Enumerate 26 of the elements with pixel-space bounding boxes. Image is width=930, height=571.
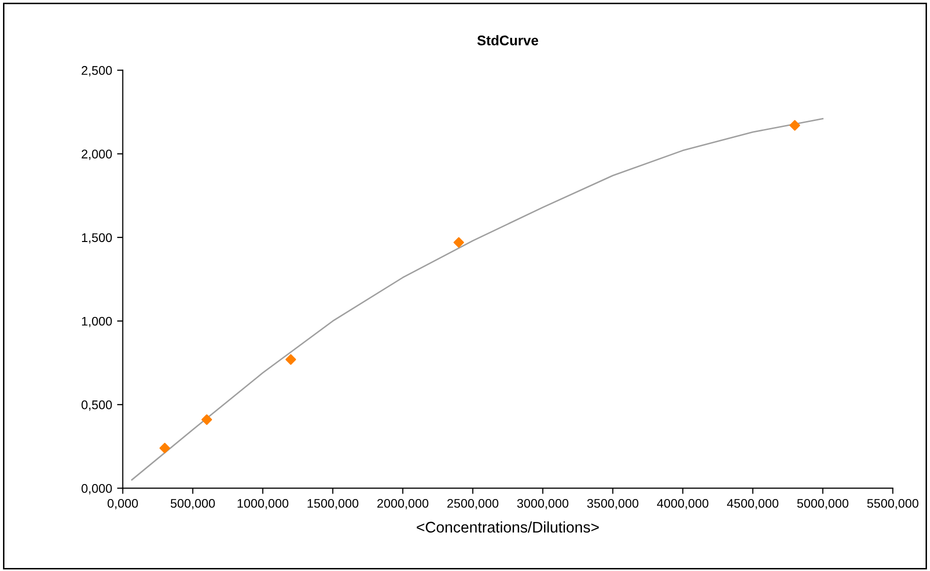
- x-tick-label: 3500,000: [587, 498, 638, 510]
- x-tick-label: 4500,000: [727, 498, 778, 510]
- x-tick-label: 2000,000: [377, 498, 428, 510]
- x-tick-label: 1500,000: [308, 498, 358, 510]
- x-tick-label: 1000,000: [238, 498, 288, 510]
- line-series: [131, 118, 824, 481]
- x-axis-title: <Concentrations/Dilutions>: [416, 521, 599, 533]
- x-tick-label: 5500,000: [867, 498, 918, 510]
- point: [789, 120, 800, 131]
- x-tick-label: 2500,000: [447, 498, 498, 510]
- y-tick-label: 0,500: [82, 400, 112, 411]
- point: [159, 442, 170, 454]
- y-tick-label: 2,000: [82, 150, 112, 160]
- point: [453, 237, 464, 248]
- y-tick-label: 2,500: [82, 66, 112, 76]
- chart-title: StdCurve: [477, 35, 538, 46]
- x-tick-label: 5000,000: [797, 498, 848, 510]
- x-tick-label: 3000,000: [517, 498, 568, 510]
- point: [285, 354, 296, 365]
- x-tick-label: 500,000: [170, 498, 215, 510]
- point: [201, 414, 212, 425]
- y-tick-label: 0,000: [82, 484, 112, 494]
- y-tick-label: 1,000: [82, 316, 112, 328]
- x-tick-label: 4000,000: [657, 498, 708, 510]
- x-tick-label: 0,000: [108, 498, 138, 510]
- y-tick-label: 1,500: [82, 233, 112, 244]
